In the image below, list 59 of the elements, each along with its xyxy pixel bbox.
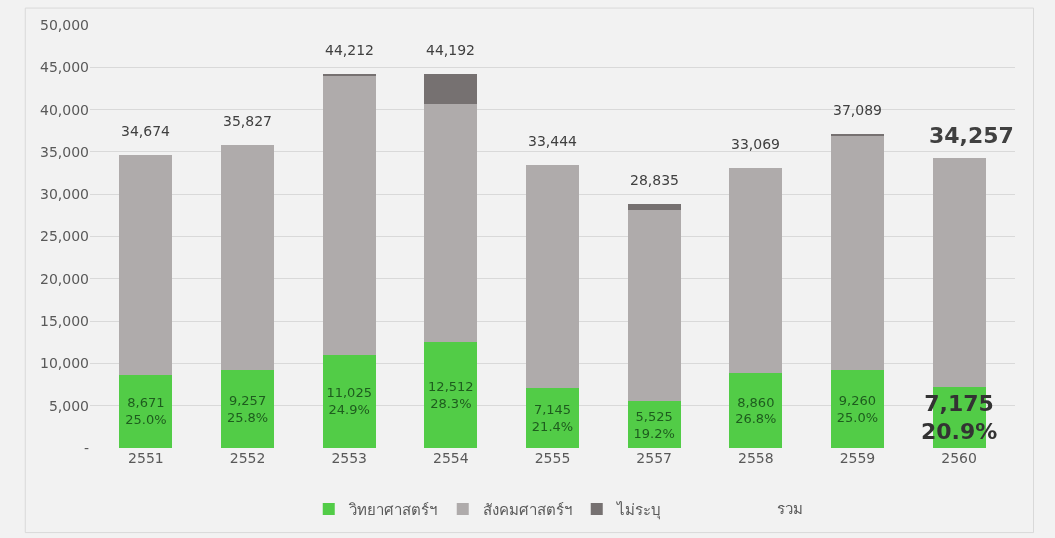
y-tick-label: 30,000 [40,186,89,203]
total-label: 35,827 [223,113,272,129]
total-label: 37,089 [833,102,882,118]
bar [729,373,783,448]
legend-label: สังคมศาสตร์ฯ [482,500,572,519]
bar [526,165,579,388]
y-tick-label: 45,000 [40,59,89,76]
data-label: 7,145 21.4% [531,401,574,434]
bar [424,103,478,343]
y-tick-label: - [83,439,89,456]
x-tick-label: 2551 [128,450,164,466]
x-tick-label: 2560 [941,450,977,466]
data-label: 8,671 25.0% [125,395,167,428]
bar [322,73,376,76]
bar [119,154,173,375]
bar [322,75,376,355]
data-label: 12,512 28.3% [428,379,474,412]
x-tick-label: 2553 [331,450,368,466]
total-label: 34,257 [929,123,1014,148]
x-tick-label: 2554 [433,450,469,466]
y-tick-label: 35,000 [40,143,89,160]
x-tick-label: 2559 [839,450,876,466]
y-tick-label: 20,000 [40,270,89,287]
bar [729,168,783,374]
bar [831,369,884,448]
data-label: 11,025 24.9% [326,385,372,418]
y-tick-label: 50,000 [40,16,89,33]
total-label: 44,212 [325,42,374,58]
data-label: 9,257 25.8% [226,392,269,425]
y-tick-label: 25,000 [40,228,89,245]
x-tick-label: 2552 [229,450,266,466]
bar [424,74,478,104]
bar [424,342,478,448]
total-label: 44,192 [426,42,475,58]
bar [221,144,274,370]
total-label: 28,835 [630,172,679,188]
y-tick-label: 40,000 [40,101,89,118]
data-label: 9,260 25.0% [836,392,879,425]
total-label: 34,674 [121,123,171,139]
bar [627,209,681,402]
data-label: 5,525 19.2% [633,408,675,441]
legend-label: วิทยาศาสตร์ฯ [347,500,437,519]
bar [322,354,376,448]
x-tick-label: 2555 [534,450,571,466]
total-label: 33,069 [731,136,780,152]
bar [119,374,173,448]
y-tick-label: 5,000 [48,397,89,414]
bar [627,204,681,210]
legend-label: ไม่ระบุ [615,500,661,520]
text: รวม [777,500,803,518]
y-tick-label: 10,000 [40,355,89,372]
bar [932,158,986,388]
data-label: 8,860 26.8% [735,394,777,427]
total-label: 33,444 [528,133,578,149]
bar [831,135,884,370]
bar [221,369,274,448]
y-tick-label: 15,000 [40,313,89,329]
x-tick-label: 2557 [636,450,672,466]
x-tick-label: 2558 [737,450,774,466]
